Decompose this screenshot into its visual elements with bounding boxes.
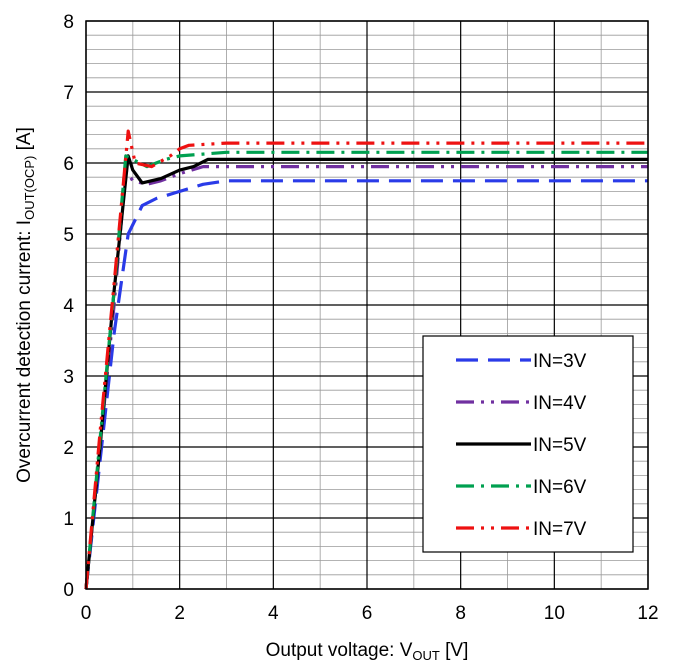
x-tick-label: 2 <box>174 603 185 624</box>
x-tick-label: 10 <box>544 603 565 624</box>
y-axis-label-sub: OUT(OCP) <box>22 156 37 220</box>
legend-label: IN=5V <box>533 435 587 456</box>
y-tick-label: 4 <box>63 296 74 317</box>
y-tick-label: 3 <box>63 367 74 388</box>
y-axis-label-main: Overcurrent detection current: I <box>14 220 35 483</box>
series-line-in-7v <box>84 129 648 590</box>
series-line-in-5v <box>84 154 648 590</box>
x-axis-label: Output voltage: VOUT [V] <box>266 640 469 663</box>
x-tick-label: 8 <box>455 603 466 624</box>
y-axis-label-unit: [A] <box>14 127 35 156</box>
x-tick-label: 4 <box>268 603 279 624</box>
x-axis-label-unit: [V] <box>440 640 469 661</box>
y-tick-label: 6 <box>63 154 74 175</box>
legend: IN=3V IN=4V IN=5V IN=6V IN=7V <box>422 335 634 553</box>
x-tick-label: 6 <box>362 603 373 624</box>
x-axis-label-sub: OUT <box>412 648 440 663</box>
series-layer <box>84 129 648 590</box>
x-axis-label-main: Output voltage: V <box>266 640 413 661</box>
y-tick-label: 7 <box>63 83 74 104</box>
x-tick-labels: 0 2 4 6 8 10 12 <box>81 603 659 624</box>
legend-label: IN=4V <box>533 393 587 414</box>
y-tick-label: 0 <box>63 580 74 601</box>
series-line-in-3v <box>84 179 648 590</box>
y-tick-label: 8 <box>63 12 74 33</box>
y-tick-label: 5 <box>63 225 74 246</box>
x-tick-label: 12 <box>637 603 658 624</box>
x-tick-label: 0 <box>81 603 92 624</box>
y-tick-label: 1 <box>63 509 74 530</box>
legend-label: IN=6V <box>533 477 587 498</box>
legend-label: IN=3V <box>533 351 587 372</box>
plot-border <box>85 20 649 590</box>
legend-label: IN=7V <box>533 519 587 540</box>
y-tick-label: 2 <box>63 438 74 459</box>
y-axis-label: Overcurrent detection current: IOUT(OCP)… <box>14 127 37 483</box>
y-tick-labels: 0 1 2 3 4 5 6 7 8 <box>63 12 74 601</box>
